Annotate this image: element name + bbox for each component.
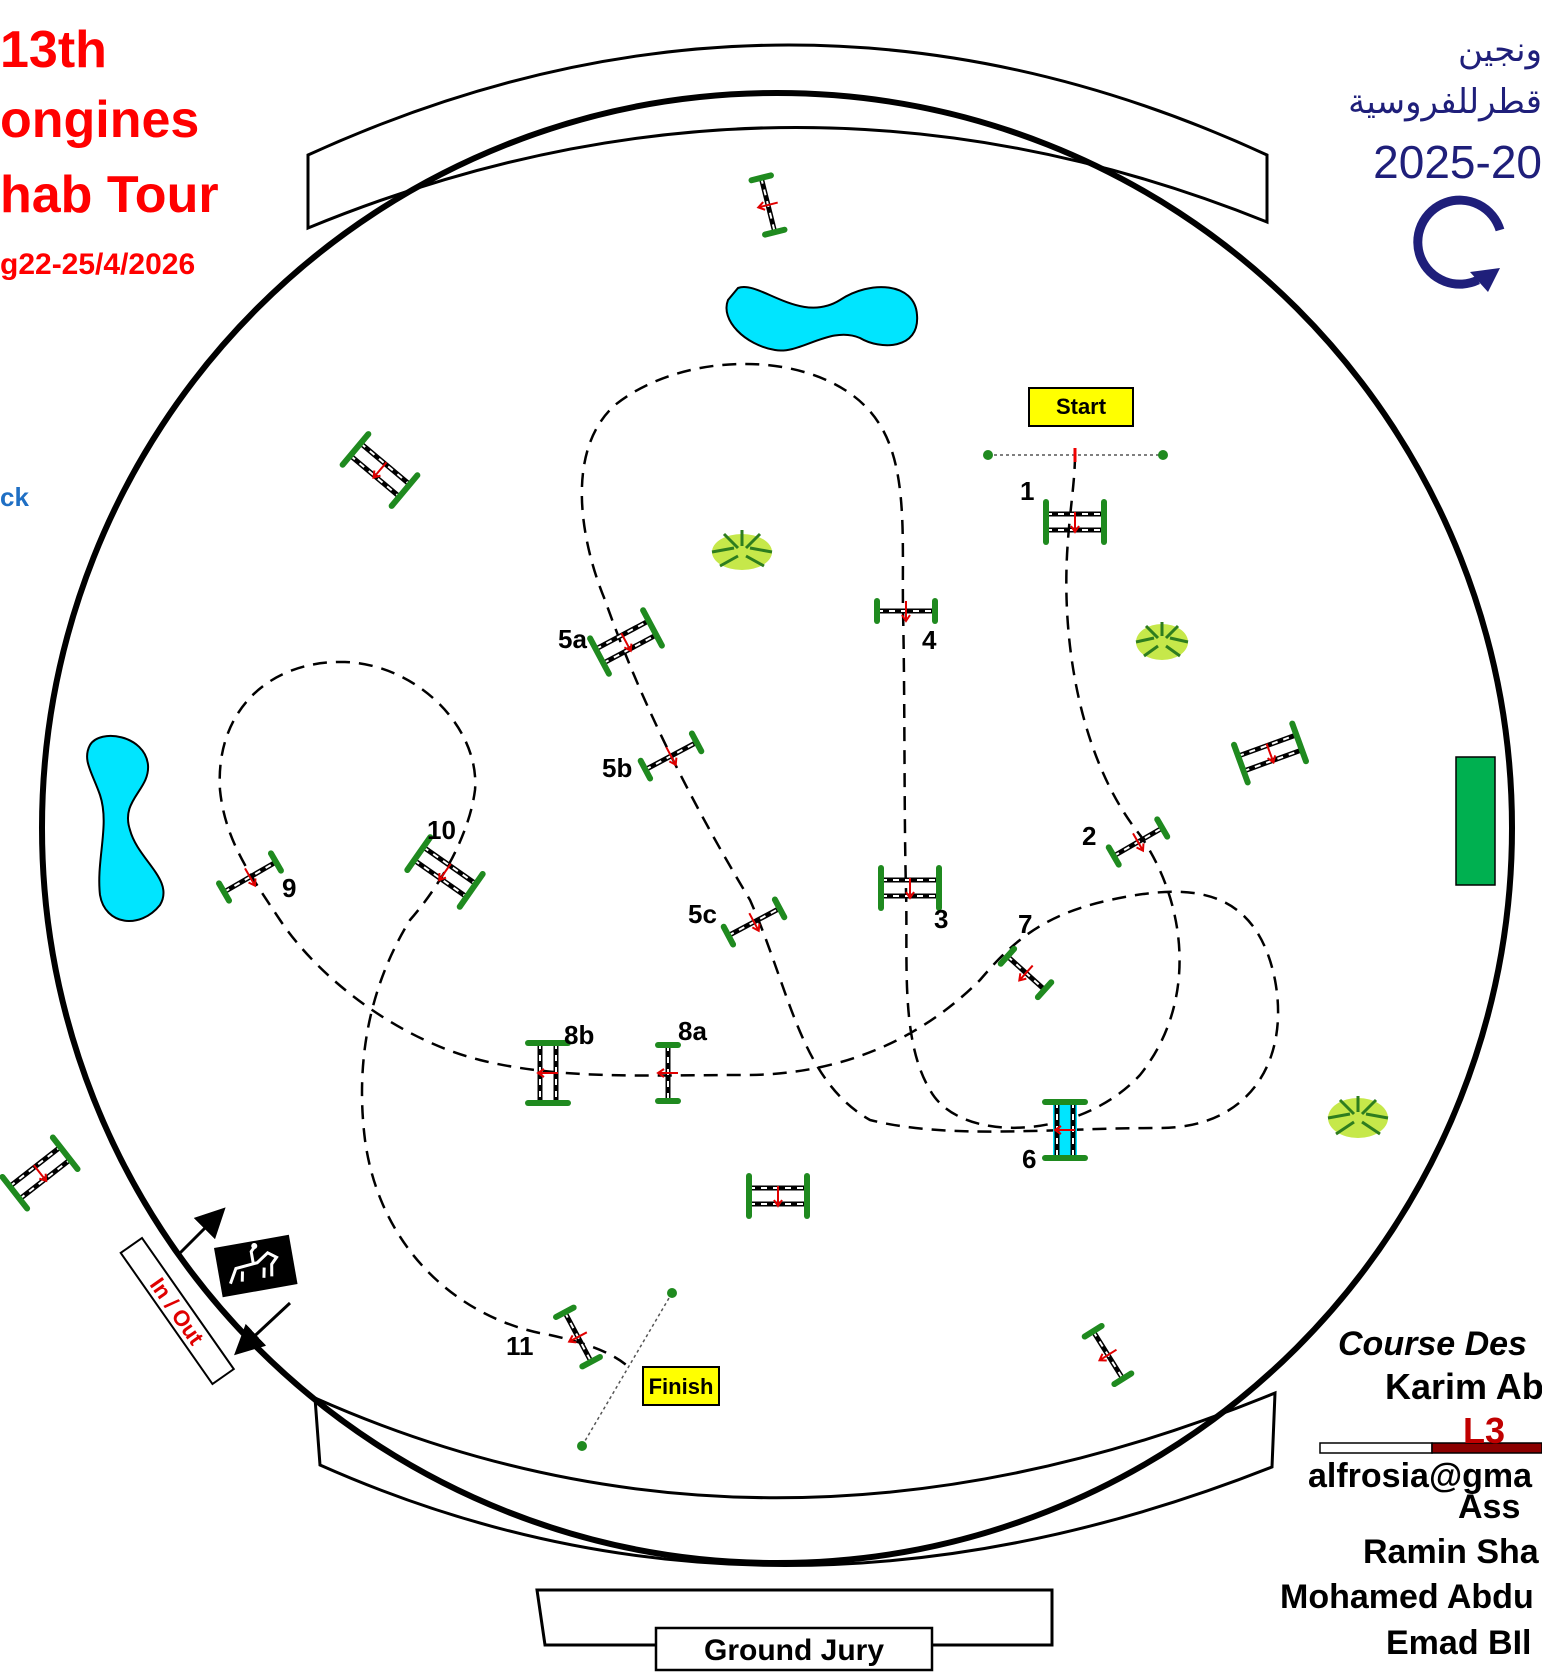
obstacle-number: 3 <box>934 904 948 934</box>
assistant-name: Ramin Sha <box>1363 1533 1539 1571</box>
ground-jury-label-box <box>654 1626 934 1672</box>
grandstand-bottom <box>313 1390 1277 1567</box>
fence-obstacle <box>553 1304 603 1370</box>
ground-jury-label: Ground Jury <box>704 1634 884 1667</box>
obstacle-number: 11 <box>506 1331 534 1361</box>
finish-label: Finish <box>649 1374 714 1399</box>
plant-icon <box>1135 622 1189 660</box>
fence-obstacle <box>655 1042 681 1104</box>
plant-icon <box>711 530 773 570</box>
obstacle-number: 10 <box>427 815 456 845</box>
designer-heading: Course Des <box>1338 1325 1527 1363</box>
fence-obstacle <box>720 896 788 948</box>
event-title-line-3: hab Tour <box>0 166 219 224</box>
fence-obstacle <box>216 850 284 904</box>
logo-arabic-line-2: قطرللفروسية <box>1348 82 1542 122</box>
fence-obstacle <box>748 172 788 238</box>
obstacle-number: 6 <box>1022 1144 1036 1174</box>
fence-obstacle <box>1043 499 1107 545</box>
logo-arabic-line-1: ونجين <box>1458 30 1542 70</box>
course-path <box>218 362 1280 1369</box>
finish-line <box>577 1288 677 1451</box>
water-pond-top <box>725 286 919 352</box>
fence-obstacle <box>0 1134 81 1212</box>
fence-obstacle <box>525 1040 571 1106</box>
event-dates: g22-25/4/2026 <box>0 248 196 281</box>
horse-rider-icon <box>214 1234 298 1298</box>
fence-obstacle <box>1105 816 1171 868</box>
designer-email: alfrosia@gma <box>1308 1457 1533 1495</box>
fence-obstacle <box>637 730 705 782</box>
obstacle-number: 5b <box>602 753 632 783</box>
fence-obstacle <box>587 607 665 677</box>
start-label-box <box>1028 387 1134 427</box>
event-title-line-1: 13th <box>0 21 107 79</box>
level-bar-left <box>1319 1442 1433 1454</box>
obstacle-number: 1 <box>1020 476 1034 506</box>
designer-name: Karim Ab <box>1385 1366 1542 1407</box>
obstacle-number: 4 <box>922 625 937 655</box>
fence-obstacle <box>997 945 1055 1001</box>
finish-label-box <box>642 1366 720 1406</box>
designer-assistant-label: Ass <box>1458 1488 1521 1526</box>
fence-obstacle <box>878 865 942 911</box>
left-fragment-text: ck <box>0 482 29 512</box>
obstacle-number: 9 <box>282 873 296 903</box>
arena-boundary <box>39 90 1515 1566</box>
fence-obstacle <box>1231 720 1309 786</box>
logo-season: 2025-20 <box>1373 136 1542 188</box>
assistant-name: Mohamed Abdu <box>1280 1578 1534 1616</box>
water-pond-left <box>86 735 165 922</box>
obstacle-number: 5a <box>558 624 587 654</box>
obstacles-layer <box>0 172 1309 1388</box>
obstacle-number: 7 <box>1018 909 1032 939</box>
designer-level: L3 <box>1463 1410 1506 1451</box>
fence-obstacle <box>1081 1322 1135 1388</box>
assistant-name: Emad BIl <box>1386 1624 1532 1662</box>
obstacle-number: 5c <box>688 899 717 929</box>
logo-swirl-icon <box>1413 195 1505 292</box>
green-obstacle-block <box>1455 756 1496 886</box>
obstacle-number: 8a <box>678 1016 707 1046</box>
obstacle-number: 2 <box>1082 821 1096 851</box>
grandstand-top <box>306 43 1269 231</box>
plant-icon <box>1327 1096 1389 1138</box>
start-line <box>983 448 1168 462</box>
fence-obstacle <box>874 598 938 624</box>
fence-obstacle <box>404 834 486 910</box>
level-bar-right <box>1431 1442 1542 1454</box>
start-label: Start <box>1056 394 1107 419</box>
obstacle-number: 8b <box>564 1020 594 1050</box>
event-title-line-2: ongines <box>0 91 200 149</box>
water-fence-obstacle <box>1042 1099 1088 1161</box>
fence-obstacle <box>746 1173 810 1219</box>
fence-obstacle <box>339 431 421 509</box>
